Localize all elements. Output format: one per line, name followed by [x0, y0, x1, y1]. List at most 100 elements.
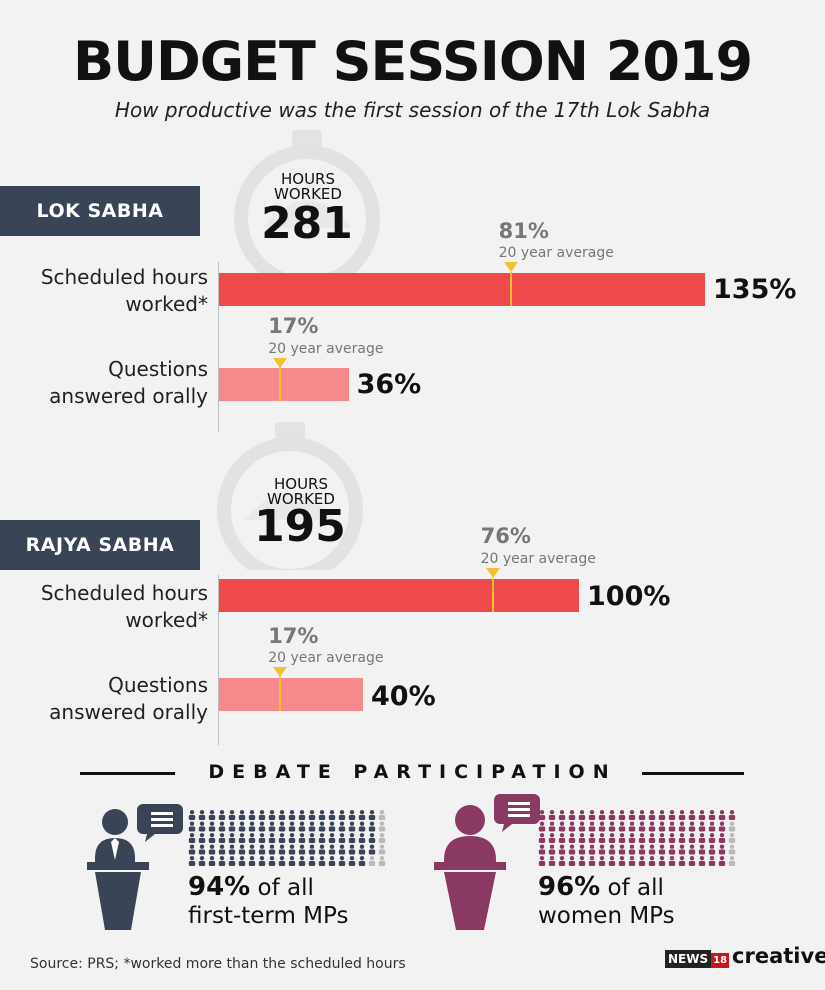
heading-rule-left: [80, 772, 175, 775]
person-figure: [348, 810, 356, 820]
person-figure: [598, 856, 606, 866]
person-figure: [728, 821, 736, 832]
person-figure: [338, 810, 346, 820]
person-figure: [618, 856, 626, 866]
person-figure: [268, 821, 276, 832]
person-figure: [638, 856, 646, 866]
person-figure: [538, 856, 546, 866]
person-figure: [678, 810, 686, 820]
person-figure: [248, 833, 256, 843]
brand-news: NEWS: [665, 950, 712, 968]
person-figure: [558, 821, 566, 832]
row-label-questions: Questions answered orally: [49, 357, 208, 408]
person-figure: [728, 844, 736, 855]
person-figure: [648, 810, 656, 820]
person-figure: [268, 844, 276, 855]
bar-scheduled: [219, 579, 579, 612]
average-pct-questions: 17%: [268, 314, 319, 338]
lok-sabha-tag: LOK SABHA: [0, 186, 200, 236]
person-figure: [628, 810, 636, 820]
person-figure: [258, 821, 266, 832]
stat-first-term-pct: 94%: [188, 872, 251, 902]
person-figure: [288, 856, 296, 866]
person-figure: [378, 833, 386, 843]
brand-logo: NEWS 18 creative: [665, 944, 825, 974]
person-figure: [348, 844, 356, 855]
person-figure: [668, 810, 676, 820]
person-figure: [628, 856, 636, 866]
person-figure: [308, 844, 316, 855]
person-figure: [318, 844, 326, 855]
person-figure: [588, 821, 596, 832]
average-caption-scheduled: 20 year average: [498, 245, 614, 261]
person-figure: [618, 821, 626, 832]
person-figure: [708, 810, 716, 820]
person-figure: [598, 810, 606, 820]
value-label-questions: 36%: [356, 369, 422, 400]
person-figure: [668, 844, 676, 855]
person-figure: [538, 833, 546, 843]
hours-worked-label: HOURS WORKED: [274, 170, 342, 203]
person-figure: [348, 833, 356, 843]
person-figure: [278, 810, 286, 820]
person-figure: [188, 844, 196, 855]
person-figure: [588, 833, 596, 843]
average-line-scheduled: [509, 272, 512, 306]
person-figure: [308, 833, 316, 843]
average-caption-scheduled: 20 year average: [480, 551, 596, 567]
stat-first-term: 94% of all: [188, 872, 314, 903]
person-figure: [308, 856, 316, 866]
person-figure: [638, 833, 646, 843]
bar-scheduled: [219, 273, 705, 306]
person-figure: [618, 810, 626, 820]
person-figure: [198, 833, 206, 843]
person-figure: [188, 833, 196, 843]
person-figure: [348, 856, 356, 866]
person-figure: [698, 856, 706, 866]
person-figure: [188, 821, 196, 832]
person-figure: [198, 844, 206, 855]
person-figure: [258, 833, 266, 843]
person-figure: [238, 810, 246, 820]
person-figure: [228, 810, 236, 820]
person-figure: [578, 856, 586, 866]
person-figure: [618, 833, 626, 843]
person-figure: [208, 810, 216, 820]
person-figure: [328, 844, 336, 855]
person-figure: [228, 833, 236, 843]
person-figure: [678, 844, 686, 855]
stat-women-line2: women MPs: [538, 903, 675, 929]
person-figure: [208, 844, 216, 855]
heading-rule-right: [642, 772, 744, 775]
person-figure: [708, 856, 716, 866]
person-figure: [638, 844, 646, 855]
person-figure: [308, 821, 316, 832]
person-figure: [648, 844, 656, 855]
person-figure: [698, 821, 706, 832]
person-figure: [568, 833, 576, 843]
person-figure: [318, 821, 326, 832]
person-figure: [368, 856, 376, 866]
person-figure: [718, 810, 726, 820]
stopwatch-icon: [217, 422, 363, 570]
person-figure: [328, 833, 336, 843]
person-figure: [238, 844, 246, 855]
person-figure: [688, 856, 696, 866]
person-figure: [278, 821, 286, 832]
person-figure: [588, 810, 596, 820]
page-subtitle: How productive was the first session of …: [114, 98, 711, 122]
person-figure: [198, 856, 206, 866]
stopwatch-icon: [234, 130, 380, 278]
average-pct-scheduled: 76%: [480, 524, 531, 548]
source-note: Source: PRS; *worked more than the sched…: [30, 956, 406, 972]
page-title: BUDGET SESSION 2019: [72, 30, 753, 93]
person-figure: [248, 844, 256, 855]
person-figure: [308, 810, 316, 820]
person-figure: [368, 810, 376, 820]
person-figure: [698, 844, 706, 855]
person-figure: [728, 810, 736, 820]
person-figure: [668, 833, 676, 843]
person-figure: [318, 856, 326, 866]
person-figure: [578, 821, 586, 832]
person-figure: [548, 856, 556, 866]
